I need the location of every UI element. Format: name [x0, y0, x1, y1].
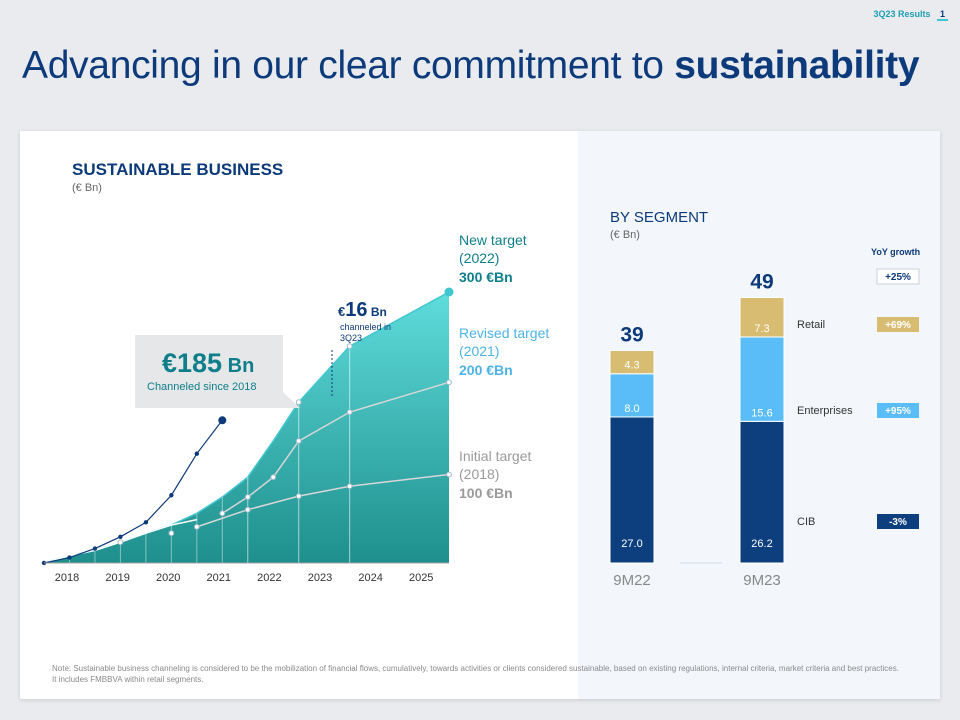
target-marker-9	[346, 483, 353, 490]
segment-label: Retail	[797, 319, 825, 331]
actual-point-6	[194, 451, 200, 456]
new-target-endpoint	[444, 287, 454, 297]
target-label-line1: New target	[459, 232, 527, 248]
target-label-line1: Initial target	[459, 448, 531, 464]
bar-value-label: 26.2	[751, 538, 772, 550]
actual-point-7	[218, 416, 227, 425]
yoy-value: +69%	[885, 320, 911, 331]
yoy-value: +95%	[885, 406, 911, 417]
yoy-badge	[877, 514, 919, 529]
right-chart-title: BY SEGMENT	[610, 209, 709, 226]
yoy-total-badge	[876, 268, 920, 285]
bar-segment-enterprises	[609, 373, 655, 418]
target-label-line2: (2021)	[459, 343, 499, 359]
target-label-value: 100 €Bn	[459, 485, 513, 501]
bar-segment-retail	[739, 296, 785, 338]
target-marker-11	[446, 471, 452, 478]
q3-caption-2: 3Q23	[340, 333, 362, 343]
x-tick-label: 2019	[105, 572, 129, 584]
bar-segment-enterprises	[739, 336, 785, 422]
yoy-header: YoY growth	[871, 247, 921, 257]
target-marker-2	[193, 523, 200, 530]
target-label-value: 300 €Bn	[459, 269, 513, 285]
x-tick-label: 2024	[358, 572, 382, 584]
page-title: Advancing in our clear commitment to sus…	[22, 44, 920, 88]
actual-point-1	[67, 555, 72, 560]
bar-total-label: 49	[750, 270, 773, 293]
x-tick-label: 2018	[55, 572, 79, 584]
bar-value-label: 27.0	[621, 538, 642, 550]
target-label-value: 200 €Bn	[459, 362, 513, 378]
bar-segment-cib	[609, 416, 655, 564]
target-marker-5	[244, 506, 251, 513]
target-marker-10	[346, 409, 353, 416]
target-marker-13	[295, 399, 302, 406]
bar-total-label: 39	[620, 323, 643, 346]
footnote: Note: Sustainable business channeling is…	[52, 664, 899, 684]
bar-category-label: 9M22	[613, 572, 651, 589]
page-header: 3Q23 Results 1	[873, 9, 948, 21]
yoy-value: -3%	[889, 517, 907, 528]
target-marker-4	[244, 494, 251, 500]
target-marker-3	[219, 510, 226, 517]
page-number: 1	[936, 9, 948, 21]
area-new-target	[44, 292, 449, 563]
target-label-line2: (2022)	[459, 250, 499, 266]
line-actual	[43, 419, 223, 564]
yoy-badge	[877, 317, 919, 332]
segment-label: Enterprises	[797, 405, 853, 417]
actual-point-2	[92, 546, 98, 551]
target-label-line2: (2018)	[459, 466, 499, 482]
target-label-line1: Revised target	[459, 325, 549, 341]
callout-value: €185 Bn	[162, 348, 254, 378]
target-marker-1	[168, 530, 175, 537]
x-tick-label: 2025	[409, 572, 433, 584]
q3-caption-1: channeled in	[340, 322, 391, 332]
bar-value-label: 15.6	[751, 407, 772, 419]
results-label: 3Q23 Results	[873, 9, 931, 19]
left-chart-title: SUSTAINABLE BUSINESS	[72, 160, 284, 179]
target-marker-12	[446, 379, 452, 386]
target-marker-8	[295, 438, 302, 444]
title-main: Advancing in our clear commitment to	[22, 44, 664, 87]
callout-box	[135, 335, 300, 408]
callout-caption: Channeled since 2018	[147, 381, 256, 393]
yoy-badge	[877, 403, 919, 418]
bar-category-label: 9M23	[743, 572, 781, 589]
bar-value-label: 8.0	[624, 403, 639, 415]
left-chart-unit: (€ Bn)	[72, 182, 102, 194]
x-tick-label: 2023	[308, 572, 332, 584]
q3-value: €16 Bn	[338, 299, 387, 321]
x-tick-label: 2020	[156, 572, 180, 584]
x-tick-label: 2022	[257, 572, 281, 584]
target-marker-14	[346, 343, 353, 350]
title-highlight: sustainability	[674, 44, 920, 87]
actual-point-3	[118, 534, 123, 540]
actual-point-4	[143, 520, 149, 525]
line-revised-target	[221, 381, 450, 514]
target-marker-6	[270, 474, 277, 481]
bar-segment-retail	[609, 349, 655, 375]
right-chart-unit: (€ Bn)	[610, 229, 640, 241]
x-tick-label: 2021	[207, 572, 231, 584]
actual-point-5	[169, 493, 174, 498]
bar-segment-cib	[739, 420, 785, 564]
target-marker-0	[117, 539, 124, 546]
yoy-total-value: +25%	[885, 272, 911, 283]
bar-value-label: 4.3	[624, 360, 639, 372]
target-marker-7	[295, 493, 302, 500]
segment-label: CIB	[797, 516, 815, 528]
bar-value-label: 7.3	[754, 323, 769, 335]
